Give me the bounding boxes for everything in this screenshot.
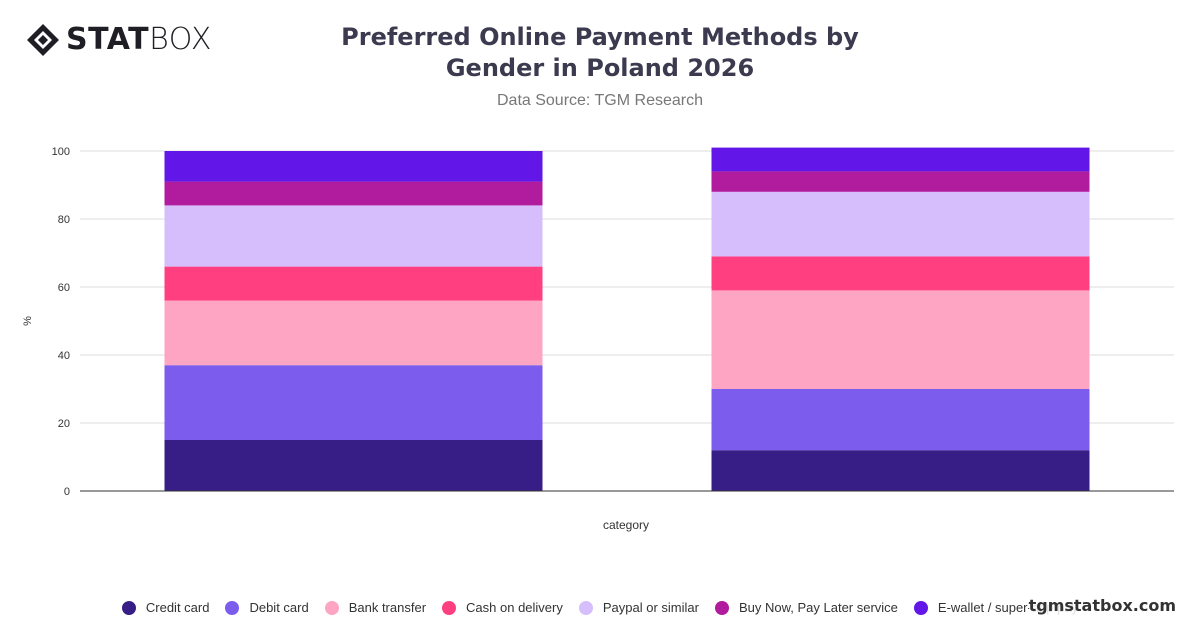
bar-segment — [164, 181, 543, 206]
y-tick-label: 80 — [58, 214, 70, 226]
legend-label: Buy Now, Pay Later service — [738, 600, 898, 615]
bar-segment — [711, 389, 1090, 451]
chart-legend: Credit card Debit card Bank transfer Cash o… — [0, 600, 1200, 615]
legend-item[interactable]: Cash on delivery — [442, 600, 563, 615]
legend-item[interactable]: Bank transfer — [324, 600, 427, 615]
bar-segment — [164, 365, 543, 440]
legend-item[interactable]: Credit card — [121, 600, 210, 615]
y-tick-label: 100 — [52, 146, 70, 158]
watermark: tgmstatbox.com — [1028, 596, 1176, 615]
legend-label: Debit card — [249, 600, 309, 615]
legend-swatch — [225, 600, 240, 615]
bar-segment — [164, 440, 543, 491]
diamond-logo-icon — [27, 24, 59, 56]
bar-segment — [711, 147, 1090, 172]
legend-label: Bank transfer — [348, 600, 427, 615]
y-tick-label: 0 — [64, 486, 70, 498]
legend-label: Cash on delivery — [466, 600, 563, 615]
y-tick-label: 20 — [58, 418, 70, 430]
y-tick-label: 40 — [58, 350, 70, 362]
bar-segment — [711, 290, 1090, 389]
legend-swatch — [578, 600, 593, 615]
legend-swatch — [121, 600, 136, 615]
x-axis-label: category — [603, 518, 649, 532]
bar-segment — [164, 205, 543, 267]
chart-title: Preferred Online Payment Methods by Gend… — [341, 23, 859, 82]
statbox-logo: STATBOX — [26, 22, 212, 58]
legend-item[interactable]: Buy Now, Pay Later service — [714, 600, 898, 615]
bar-segment — [164, 151, 543, 182]
y-axis-label: % — [22, 316, 34, 326]
bar-segment — [711, 171, 1090, 192]
legend-swatch — [442, 600, 457, 615]
bar-segment — [164, 300, 543, 366]
legend-item[interactable]: Debit card — [225, 600, 309, 615]
legend-label: Paypal or similar — [602, 600, 699, 615]
bar-segment — [711, 256, 1090, 291]
legend-label: Credit card — [145, 600, 210, 615]
chart-subtitle: Data Source: TGM Research — [496, 92, 703, 109]
legend-item[interactable]: Paypal or similar — [578, 600, 699, 615]
bar-segment — [711, 450, 1090, 491]
bar-segment — [164, 266, 543, 301]
bar-segment — [711, 191, 1090, 257]
legend-swatch — [714, 600, 729, 615]
legend-swatch — [324, 600, 339, 615]
y-tick-label: 60 — [58, 282, 70, 294]
legend-swatch — [913, 600, 928, 615]
logo-wordmark: STATBOX — [66, 22, 212, 57]
